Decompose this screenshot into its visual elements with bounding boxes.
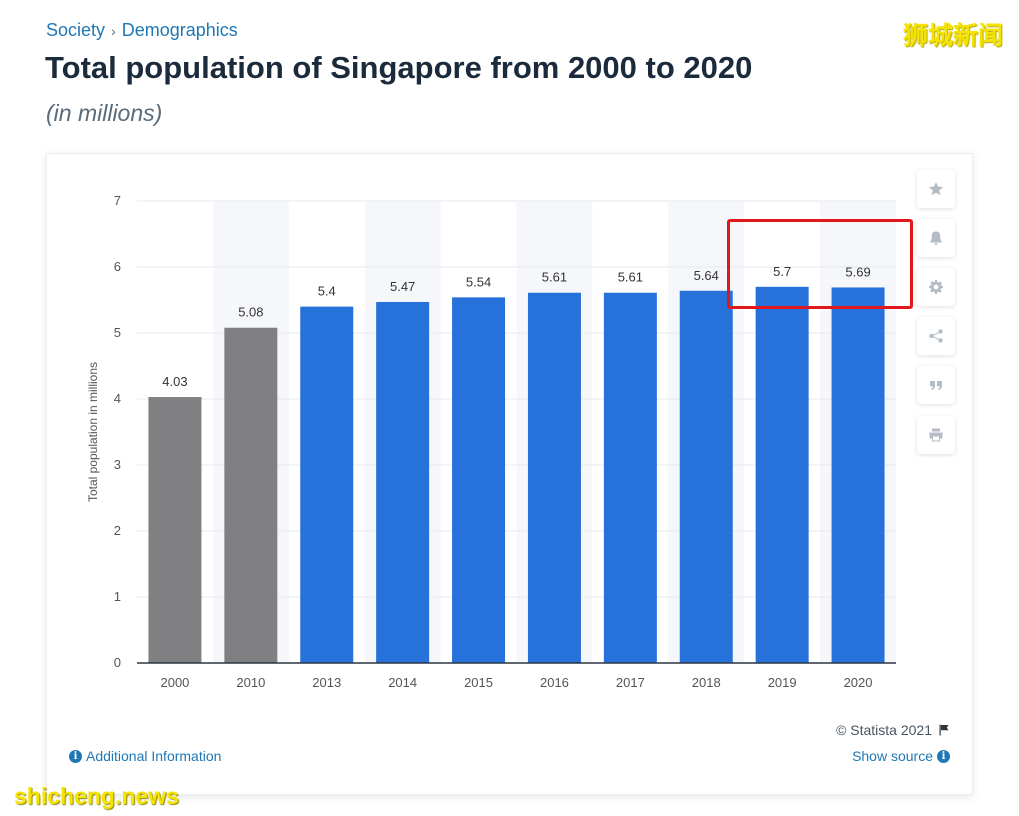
- chart-card: 0 1 2 3 4 5 6 7 4.03 2000 5.08 2010 5.4 2013 5.47 2014 5…: [46, 153, 973, 795]
- notification-button[interactable]: [917, 219, 955, 257]
- copyright-text: © Statista 2021: [836, 722, 932, 738]
- settings-button[interactable]: [917, 268, 955, 306]
- bar-value-label: 5.4: [318, 284, 336, 299]
- highlight-annotation-box: [727, 219, 913, 309]
- y-tick-label: 6: [114, 259, 121, 274]
- x-tick-label: 2015: [464, 675, 493, 690]
- show-source-label: Show source: [852, 748, 933, 764]
- y-tick-label: 1: [114, 589, 121, 604]
- bar-2015[interactable]: [452, 297, 506, 663]
- bar-value-label: 5.64: [694, 268, 719, 283]
- info-icon: i: [937, 749, 950, 763]
- x-tick-label: 2018: [692, 675, 721, 690]
- print-icon: [929, 428, 943, 442]
- breadcrumb-demographics-link[interactable]: Demographics: [121, 20, 238, 40]
- breadcrumb: Society › Demographics: [46, 20, 238, 41]
- y-tick-label: 5: [114, 325, 121, 340]
- watermark-bottom: shicheng.news: [14, 783, 179, 809]
- x-tick-label: 2020: [844, 675, 873, 690]
- x-tick-label: 2010: [236, 675, 265, 690]
- bar-2018[interactable]: [679, 290, 733, 663]
- bar-value-label: 4.03: [162, 374, 187, 389]
- bar-2017[interactable]: [603, 292, 657, 663]
- additional-information-label: Additional Information: [86, 748, 222, 764]
- bar-value-label: 5.54: [466, 274, 491, 289]
- bar-value-label: 5.61: [542, 270, 567, 285]
- y-tick-label: 2: [114, 523, 121, 538]
- bar-2000[interactable]: [148, 397, 202, 663]
- bar-2019[interactable]: [755, 286, 809, 663]
- y-tick-label: 3: [114, 457, 121, 472]
- bar-value-label: 5.47: [390, 279, 415, 294]
- breadcrumb-separator: ›: [111, 23, 116, 39]
- additional-information-link[interactable]: i Additional Information: [69, 748, 221, 764]
- bar-2013[interactable]: [300, 306, 354, 663]
- bar-2016[interactable]: [527, 292, 581, 663]
- quote-icon: [930, 381, 942, 390]
- y-tick-label: 7: [114, 193, 121, 208]
- bar-2014[interactable]: [376, 301, 430, 663]
- bar-2020[interactable]: [831, 287, 885, 663]
- x-tick-label: 2017: [616, 675, 645, 690]
- share-button[interactable]: [917, 317, 955, 355]
- bar-value-label: 5.61: [618, 270, 643, 285]
- bar-chart: 0 1 2 3 4 5 6 7 4.03 2000 5.08 2010 5.4 2013 5.47 2014 5…: [86, 193, 896, 690]
- gear-icon: [929, 280, 943, 294]
- cite-button[interactable]: [917, 366, 955, 404]
- bar-2010[interactable]: [224, 327, 278, 663]
- info-icon: i: [69, 749, 82, 763]
- page-subtitle: (in millions): [46, 100, 163, 126]
- page-title: Total population of Singapore from 2000 …: [45, 50, 753, 85]
- y-axis-title: Total population in millions: [86, 362, 100, 502]
- show-source-link[interactable]: Show source i: [852, 748, 950, 764]
- bar-value-label: 5.69: [845, 264, 870, 279]
- copyright: © Statista 2021: [836, 722, 950, 738]
- breadcrumb-society-link[interactable]: Society: [46, 20, 106, 40]
- bell-icon: [930, 231, 942, 245]
- flag-icon[interactable]: [938, 724, 950, 736]
- x-tick-label: 2014: [388, 675, 417, 690]
- print-button[interactable]: [917, 416, 955, 454]
- x-tick-label: 2000: [160, 675, 189, 690]
- bookmark-button[interactable]: [917, 170, 955, 208]
- star-icon: [928, 182, 944, 196]
- watermark-top: 狮城新闻: [902, 22, 1003, 50]
- y-tick-label: 4: [114, 391, 121, 406]
- share-icon: [929, 329, 943, 343]
- x-tick-label: 2013: [312, 675, 341, 690]
- x-tick-label: 2019: [768, 675, 797, 690]
- x-tick-label: 2016: [540, 675, 569, 690]
- bar-value-label: 5.08: [238, 305, 263, 320]
- bar-value-label: 5.7: [773, 264, 791, 279]
- y-tick-label: 0: [114, 655, 121, 670]
